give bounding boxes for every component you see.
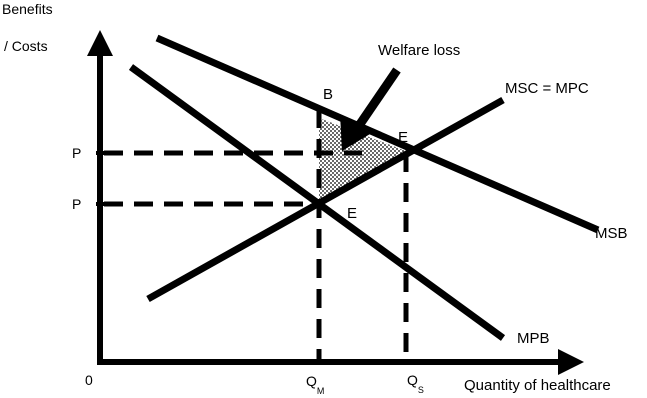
y-axis-label-line1: Benefits [2,1,53,17]
point-b-label: B [323,86,333,103]
point-e-social-label: E [398,129,408,146]
msb-curve [155,34,600,234]
msb-label: MSB [595,225,628,242]
qm-letter: Q [306,373,317,389]
qm-subscript: M [317,386,325,396]
welfare-loss-arrow-shaft [352,67,401,133]
welfare-loss-area [319,118,406,206]
welfare-loss-arrowhead [340,114,370,151]
p-market-label: P [72,196,81,212]
qs-letter: Q [407,372,418,388]
x-axis-label: Quantity of healthcare [464,377,611,394]
y-axis-label-line2: / Costs [4,38,48,54]
qs-subscript: S [418,385,424,395]
x-axis-arrowhead [558,349,584,375]
qm-label: QM [306,373,324,396]
point-e-market-label: E [347,205,357,222]
p-social-label: P [72,145,81,161]
mpb-label: MPB [517,330,550,347]
welfare-loss-label: Welfare loss [378,42,460,59]
msc-mpc-label: MSC = MPC [505,80,589,97]
origin-label: 0 [85,372,93,388]
y-axis-arrowhead [87,30,113,56]
qs-label: QS [407,372,424,395]
msc-mpc-curve [146,96,505,303]
